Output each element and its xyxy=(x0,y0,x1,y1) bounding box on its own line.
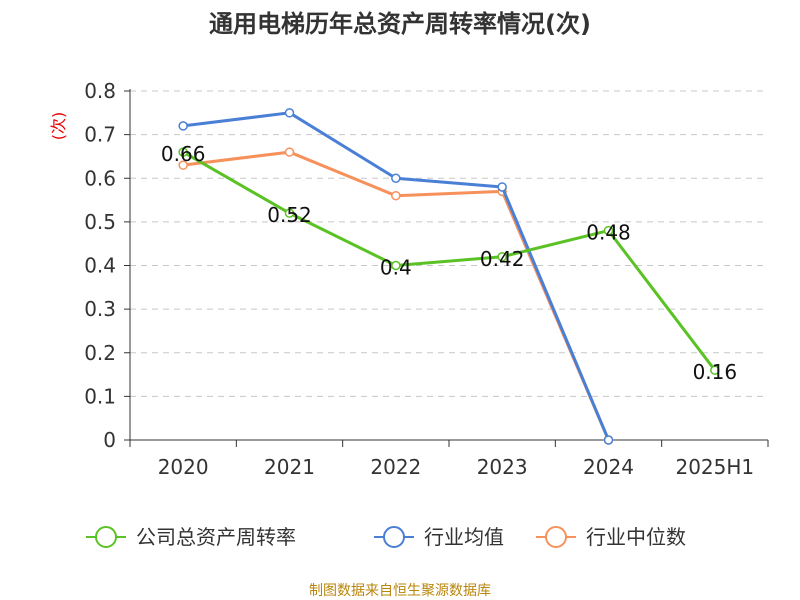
data-point xyxy=(603,225,614,236)
series-group xyxy=(178,108,720,445)
legend-label: 公司总资产周转率 xyxy=(136,525,296,549)
y-tick-label: 0.4 xyxy=(84,254,116,278)
data-labels: 0.66 0.52 0.4 0.42 0.48 0.16 xyxy=(161,142,737,384)
legend-marker xyxy=(545,526,567,548)
y-tick-label: 0.8 xyxy=(84,79,116,103)
x-tick-label: 2024 xyxy=(583,455,634,479)
legend-label: 行业中位数 xyxy=(586,525,686,549)
data-label: 0.42 xyxy=(480,247,525,271)
y-tick-label: 0.7 xyxy=(84,123,116,147)
y-tick-label: 0.2 xyxy=(84,341,116,365)
data-point xyxy=(178,121,188,131)
data-label: 0.48 xyxy=(586,221,631,245)
y-tick-label: 0.1 xyxy=(84,384,116,408)
data-point xyxy=(284,108,295,118)
data-label: 0.66 xyxy=(161,142,206,166)
y-tick-label: 0.5 xyxy=(84,210,116,234)
data-point xyxy=(391,260,401,271)
y-tick-label: 0.6 xyxy=(84,166,116,190)
legend-marker xyxy=(383,526,405,548)
y-axis-unit: (次) xyxy=(49,112,68,141)
x-tick-label: 2021 xyxy=(264,455,315,479)
source-note: 制图数据来自恒生聚源数据库 xyxy=(309,583,491,599)
legend-item[interactable]: 行业均值 xyxy=(374,525,504,549)
data-point xyxy=(391,190,401,201)
legend-marker xyxy=(95,526,117,548)
chart-title: 通用电梯历年总资产周转率情况(次) xyxy=(209,10,591,38)
legend-item[interactable]: 行业中位数 xyxy=(536,525,686,549)
data-point xyxy=(603,435,614,445)
data-label: 0.16 xyxy=(693,360,738,384)
legend[interactable]: 公司总资产周转率 行业均值 行业中位数 xyxy=(86,525,686,549)
data-point xyxy=(391,173,401,183)
data-point xyxy=(497,182,507,192)
x-tick-label: 2022 xyxy=(370,455,421,479)
axes: 0 0.1 0.2 0.3 0.4 0.5 0.6 0.7 0.8 2020 2021 2022 202… xyxy=(84,79,769,479)
data-point xyxy=(178,160,188,170)
x-tick-label: 2025H1 xyxy=(675,455,754,479)
data-label: 0.52 xyxy=(267,203,312,227)
series-line xyxy=(182,150,717,372)
data-point xyxy=(284,208,295,218)
legend-label: 行业均值 xyxy=(424,525,504,549)
data-point xyxy=(178,147,188,157)
grid xyxy=(130,90,768,397)
x-tick-label: 2020 xyxy=(158,455,209,479)
data-point xyxy=(284,147,295,157)
y-tick-label: 0 xyxy=(103,428,116,452)
data-label: 0.4 xyxy=(380,256,412,280)
x-tick-label: 2023 xyxy=(477,455,528,479)
data-point xyxy=(497,252,507,262)
data-point xyxy=(710,365,720,375)
legend-item[interactable]: 公司总资产周转率 xyxy=(86,525,296,549)
y-tick-label: 0.3 xyxy=(84,297,116,321)
